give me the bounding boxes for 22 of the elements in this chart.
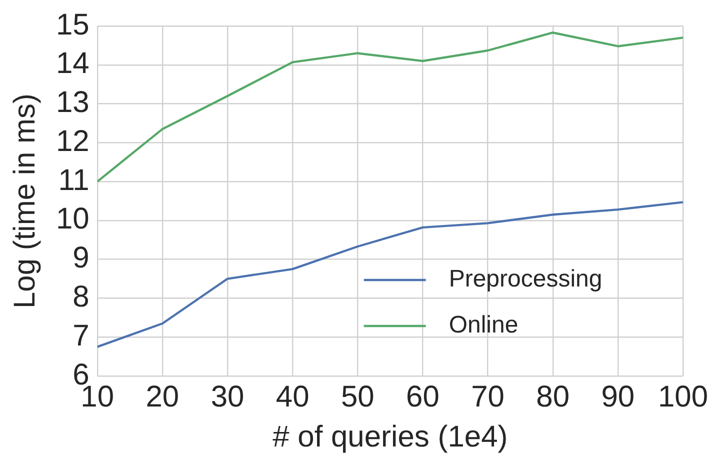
x-tick-label: 70 bbox=[471, 380, 504, 414]
y-tick-label: 13 bbox=[56, 86, 90, 120]
x-axis-title: # of queries (1e4) bbox=[272, 420, 508, 454]
x-tick-label: 60 bbox=[406, 380, 440, 414]
legend-label: Preprocessing bbox=[448, 266, 602, 293]
y-tick-label: 7 bbox=[72, 319, 90, 352]
x-tick-label: 90 bbox=[601, 380, 635, 414]
x-tick-label: 20 bbox=[146, 380, 180, 414]
x-tick-label: 100 bbox=[658, 380, 708, 414]
x-tick-label: 80 bbox=[536, 380, 570, 414]
y-tick-label: 8 bbox=[72, 280, 90, 314]
y-axis-title: Log (time in ms) bbox=[8, 93, 42, 309]
x-tick-label: 30 bbox=[210, 380, 244, 414]
x-tick-label: 50 bbox=[340, 380, 374, 414]
x-tick-label: 40 bbox=[276, 380, 310, 414]
y-tick-label: 10 bbox=[56, 202, 90, 236]
y-tick-label: 14 bbox=[56, 47, 90, 80]
y-tick-label: 12 bbox=[56, 124, 90, 158]
y-tick-label: 9 bbox=[72, 242, 90, 275]
y-tick-label: 11 bbox=[58, 164, 90, 197]
legend-label: Online bbox=[448, 312, 518, 339]
y-tick-label: 15 bbox=[56, 8, 90, 42]
